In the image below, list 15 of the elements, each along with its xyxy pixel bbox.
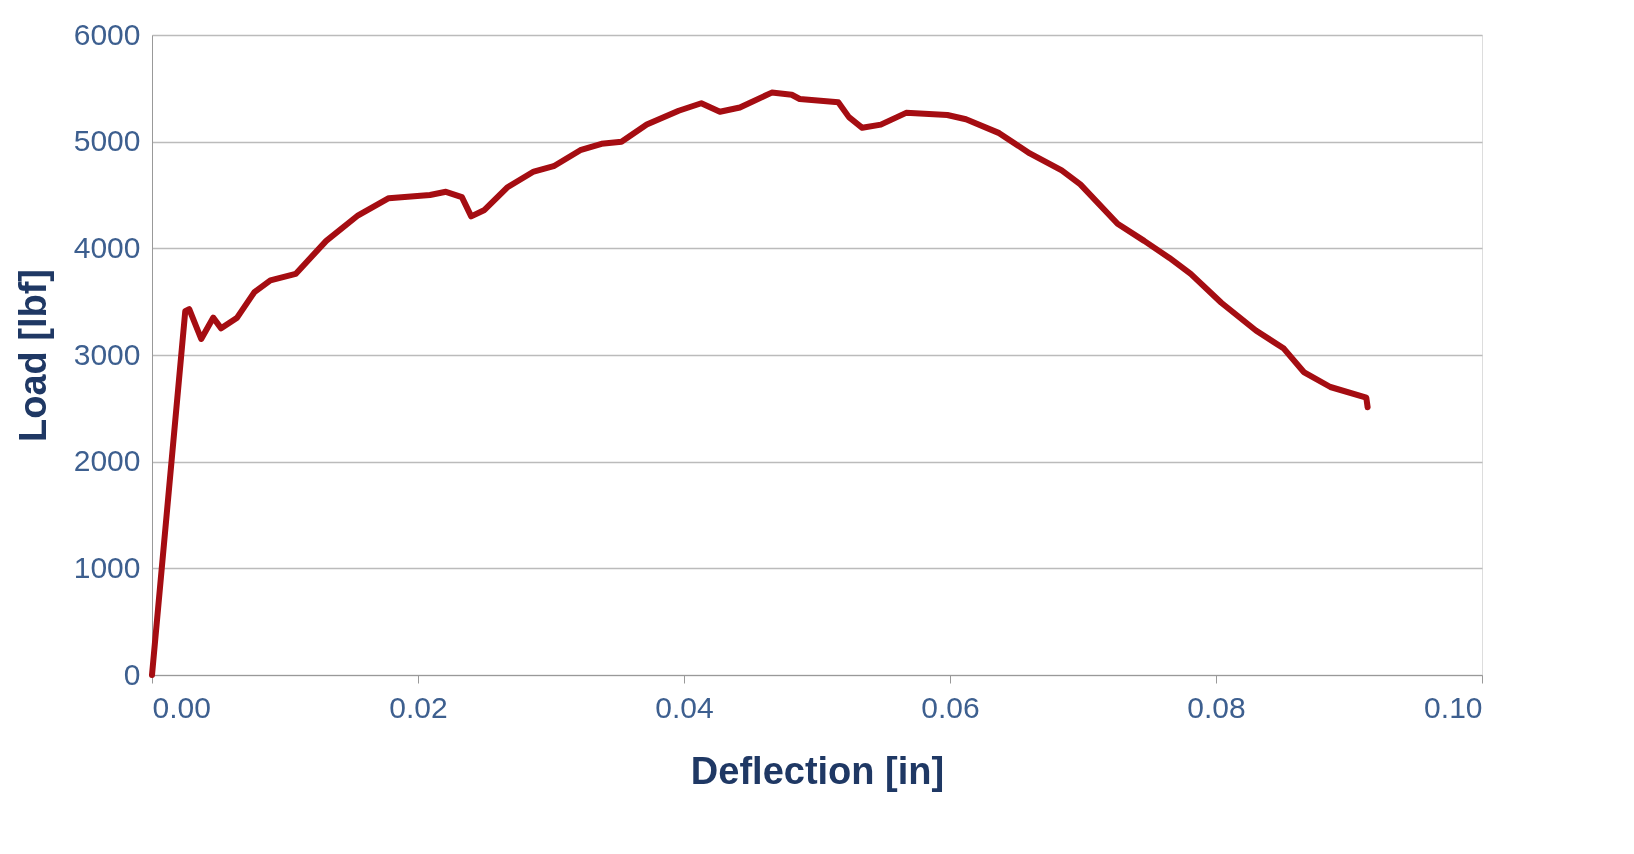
y-tick-label: 6000 xyxy=(73,17,141,51)
y-tick-label: 3000 xyxy=(73,337,141,371)
x-tick-label: 0.02 xyxy=(389,690,448,724)
y-tick-label: 5000 xyxy=(73,124,141,158)
x-tick-label: 0.10 xyxy=(1424,690,1483,724)
x-tick-label: 0.06 xyxy=(921,690,980,724)
x-tick-label: 0.08 xyxy=(1187,690,1246,724)
x-tick-label: 0.00 xyxy=(152,690,211,724)
y-tick-label: 4000 xyxy=(73,230,141,264)
y-tick-label: 0 xyxy=(123,657,141,691)
x-tick-label: 0.04 xyxy=(655,690,714,724)
y-tick-label: 2000 xyxy=(73,444,141,478)
x-axis-title: Deflection [in] xyxy=(690,749,945,792)
y-axis-title: Load [lbf] xyxy=(11,268,54,443)
y-tick-label: 1000 xyxy=(73,550,141,584)
